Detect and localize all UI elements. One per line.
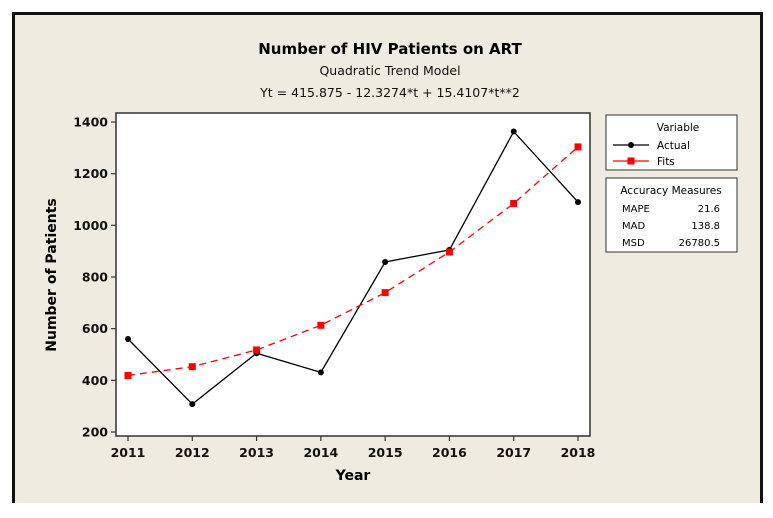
chart-subtitle: Quadratic Trend Model: [319, 63, 460, 78]
data-point-actual: [317, 369, 324, 376]
x-tick-label: 2014: [303, 445, 338, 460]
y-tick-label: 1000: [73, 218, 108, 233]
data-point-fits: [510, 199, 518, 207]
x-tick-label: 2018: [561, 445, 596, 460]
legend-title: Variable: [657, 122, 700, 134]
data-point-fits: [253, 346, 261, 354]
data-point-fits: [124, 371, 132, 379]
accuracy-value-mape: 21.6: [698, 204, 720, 215]
series-layer: [124, 128, 582, 408]
data-point-actual: [382, 259, 389, 266]
x-tick-label: 2013: [239, 445, 274, 460]
chart-title: Number of HIV Patients on ART: [258, 40, 522, 58]
x-tick-label: 2012: [175, 445, 210, 460]
data-point-actual: [189, 401, 196, 408]
data-point-fits: [317, 321, 325, 329]
series-line-actual: [127, 130, 579, 405]
data-point-fits: [188, 363, 196, 371]
y-tick-label: 400: [82, 373, 108, 388]
legend-item-fits: Fits: [613, 156, 675, 168]
circle-marker-icon: [628, 142, 634, 148]
accuracy-measures-box: Accuracy Measures MAPE 21.6 MAD 138.8 MS…: [605, 177, 738, 253]
plot-area: [115, 112, 591, 437]
accuracy-value-mad: 138.8: [691, 221, 720, 232]
data-point-actual: [575, 199, 581, 206]
legend-label-actual: Actual: [657, 140, 690, 152]
data-point-actual: [125, 336, 131, 342]
series-actual: [125, 128, 581, 408]
x-tick-label: 2017: [496, 445, 531, 460]
accuracy-label-msd: MSD: [622, 238, 645, 249]
legend-label-fits: Fits: [657, 156, 675, 168]
y-tick-label: 200: [82, 425, 108, 440]
legend: Variable Actual Fits: [605, 114, 738, 171]
y-tick-label: 600: [82, 321, 108, 336]
series-fits: [124, 143, 582, 379]
data-point-fits: [381, 289, 389, 297]
y-axis: 200 400 600 800 1000 1200 1400: [73, 115, 116, 440]
y-tick-label: 1400: [73, 115, 108, 130]
y-tick-label: 800: [82, 270, 108, 285]
accuracy-value-msd: 26780.5: [679, 238, 720, 249]
data-point-actual: [510, 128, 517, 135]
x-axis-label: Year: [335, 468, 371, 484]
x-tick-label: 2016: [432, 445, 467, 460]
accuracy-title: Accuracy Measures: [620, 185, 721, 197]
trend-equation: Yt = 415.875 - 12.3274*t + 15.4107*t**2: [259, 85, 520, 100]
y-axis-label: Number of Patients: [44, 198, 60, 351]
square-marker-icon: [627, 157, 635, 165]
series-line-fits: [127, 146, 579, 377]
x-tick-label: 2011: [111, 445, 146, 460]
accuracy-label-mad: MAD: [622, 221, 645, 232]
data-point-fits: [574, 143, 582, 151]
y-tick-label: 1200: [73, 166, 108, 181]
data-point-fits: [445, 248, 453, 256]
legend-item-actual: Actual: [613, 140, 690, 152]
accuracy-label-mape: MAPE: [622, 204, 650, 215]
x-axis: 2011 2012 2013 2014 2015 2016 2017 2018: [111, 436, 596, 460]
x-tick-label: 2015: [368, 445, 403, 460]
